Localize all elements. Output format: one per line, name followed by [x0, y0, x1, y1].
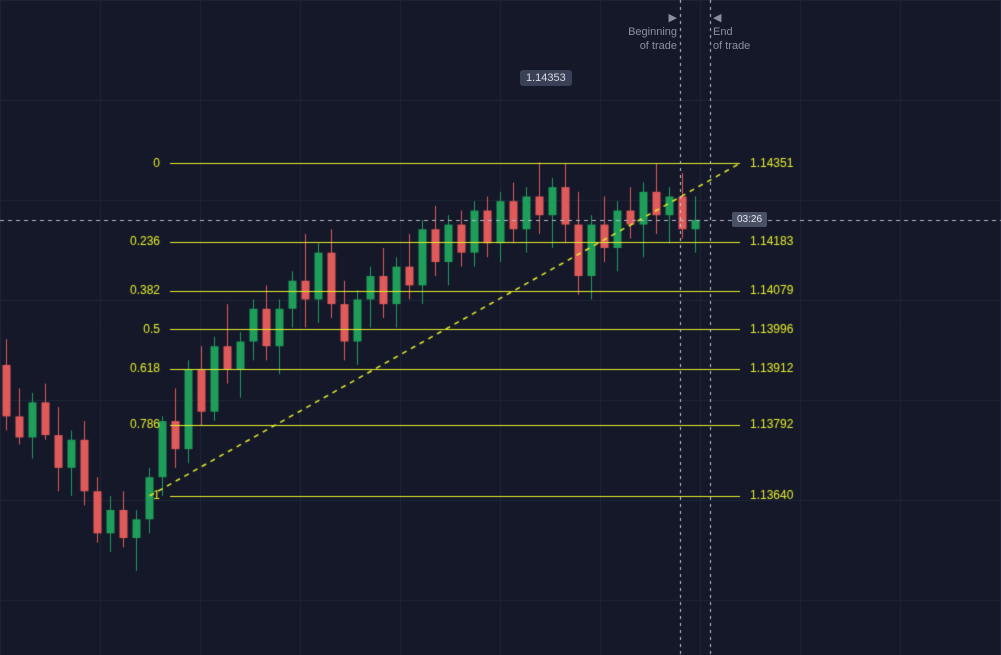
begin-trade-label: ▶ Beginning of trade — [625, 12, 677, 53]
begin-arrow-icon: ▶ — [669, 12, 677, 24]
price-tooltip: 1.14353 — [520, 70, 572, 86]
candle-countdown: 03:26 — [732, 212, 767, 227]
end-trade-label: ◀ End of trade — [713, 12, 765, 53]
end-arrow-icon: ◀ — [713, 12, 721, 24]
price-chart[interactable] — [0, 0, 1001, 655]
